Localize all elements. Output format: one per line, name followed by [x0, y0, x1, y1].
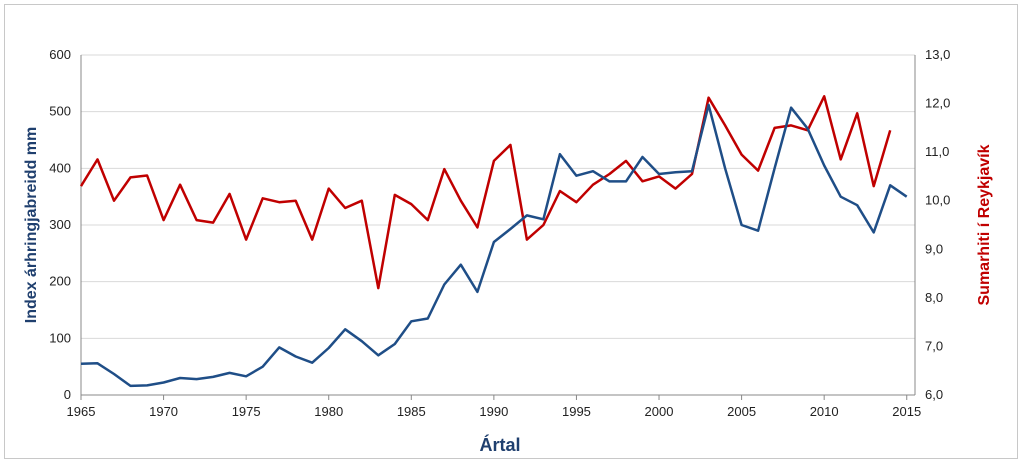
- x-tick-label: 2015: [892, 404, 921, 419]
- x-tick-label: 1990: [479, 404, 508, 419]
- x-axis-title: Ártal: [479, 434, 520, 455]
- right-tick-label: 10,0: [925, 193, 950, 208]
- left-tick-label: 500: [49, 104, 71, 119]
- left-tick-label: 200: [49, 274, 71, 289]
- left-tick-label: 0: [64, 387, 71, 402]
- x-tick-label: 2010: [810, 404, 839, 419]
- right-tick-label: 12,0: [925, 96, 950, 111]
- x-tick-label: 1970: [149, 404, 178, 419]
- right-axis-title: Sumarhiti í Reykjavík: [976, 144, 993, 305]
- left-tick-label: 400: [49, 160, 71, 175]
- gridlines: [81, 54, 915, 339]
- left-axis-title: Index árhringjabreidd mm: [23, 127, 40, 323]
- x-axis-ticks: 1965 1970 1975 1980 1985 1990 1995 2000 2005 2010…: [67, 395, 921, 419]
- chart-frame: [4, 4, 1018, 459]
- left-tick-label: 300: [49, 217, 71, 232]
- x-tick-label: 1980: [314, 404, 343, 419]
- x-tick-label: 2005: [727, 404, 756, 419]
- right-tick-label: 9,0: [925, 241, 943, 256]
- right-tick-label: 8,0: [925, 290, 943, 305]
- left-tick-label: 100: [49, 330, 71, 345]
- right-tick-label: 7,0: [925, 338, 943, 353]
- x-tick-label: 2000: [645, 404, 674, 419]
- x-tick-label: 1975: [232, 404, 261, 419]
- right-tick-label: 13,0: [925, 47, 950, 62]
- x-tick-label: 1995: [562, 404, 591, 419]
- series-lines: [79, 95, 908, 388]
- left-axis-ticks: 0 100 200 300 400 500 600: [49, 47, 71, 402]
- right-tick-label: 11,0: [925, 144, 949, 159]
- ring-width-index-line: [80, 103, 908, 388]
- summer-temperature-line: [79, 95, 892, 290]
- x-tick-label: 1965: [67, 404, 96, 419]
- right-tick-label: 6,0: [925, 387, 943, 402]
- x-tick-label: 1985: [397, 404, 426, 419]
- right-axis-ticks: 6,0 7,0 8,0 9,0 10,0 11,0 12,0 13,0: [925, 47, 950, 402]
- left-tick-label: 600: [49, 47, 71, 62]
- axes: [80, 55, 916, 396]
